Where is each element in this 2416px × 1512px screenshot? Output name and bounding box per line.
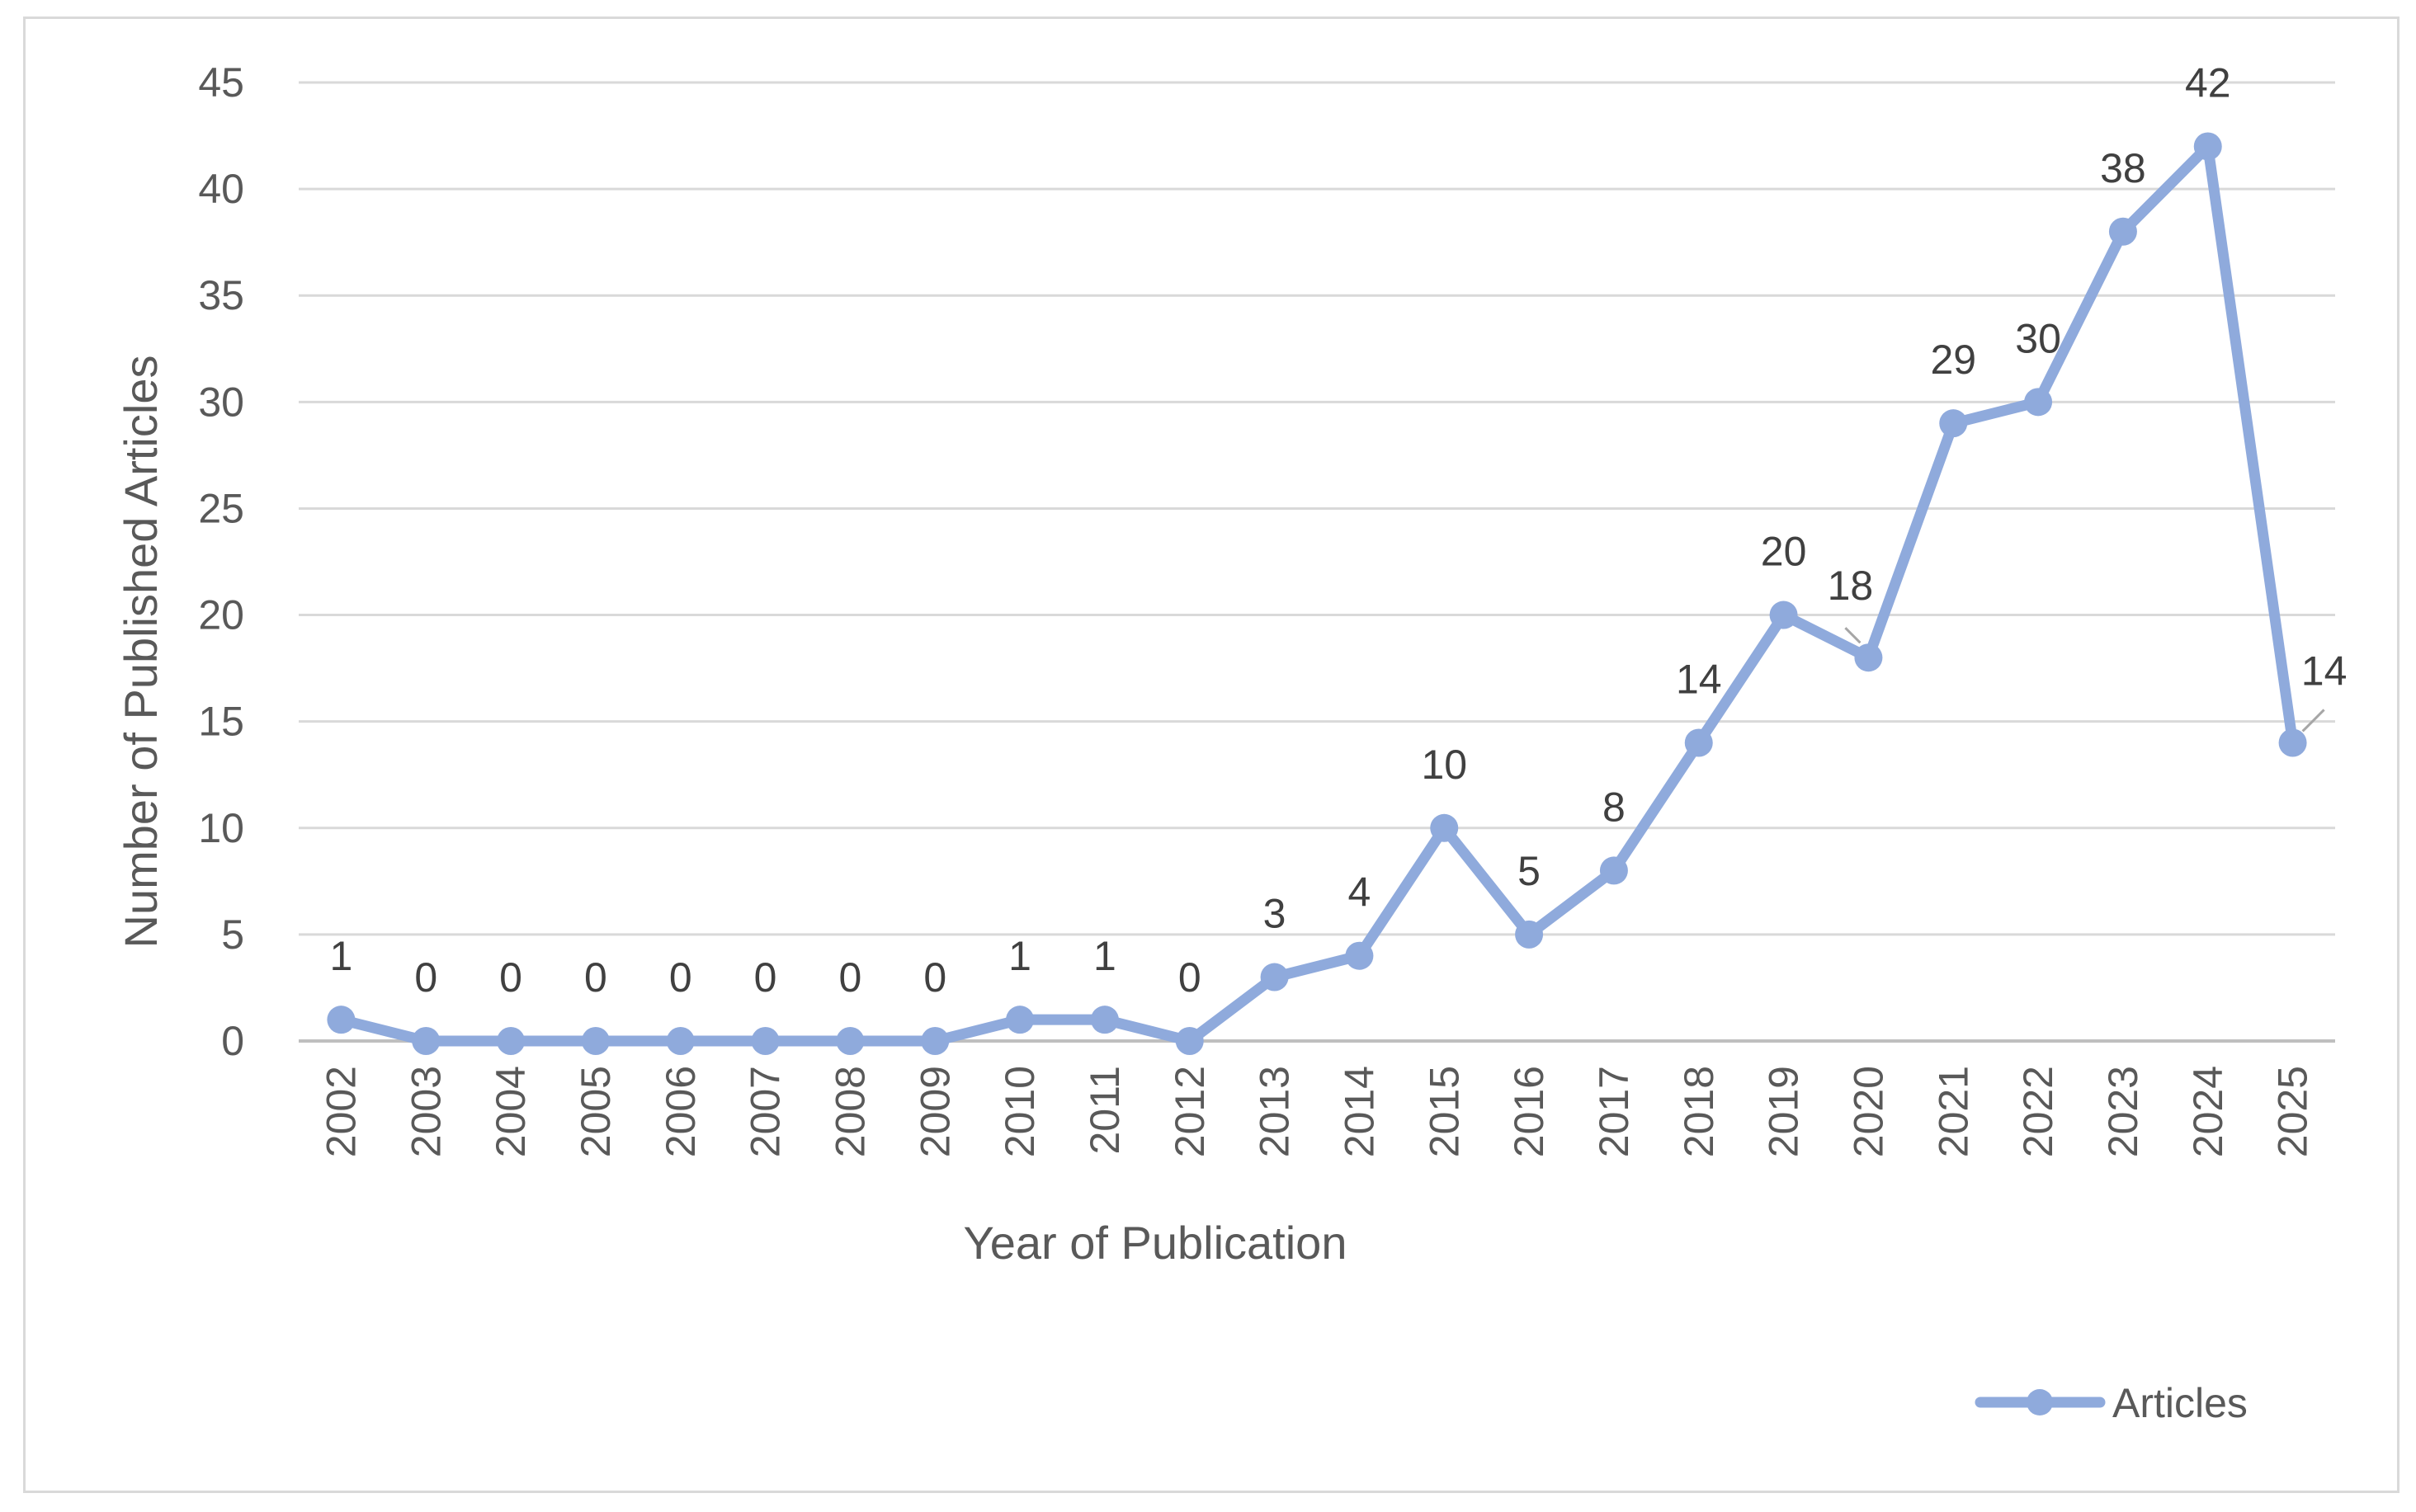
data-label-2012: 0: [1178, 954, 1201, 1001]
data-point-2005: [581, 1027, 610, 1055]
x-tick-label-2002: 2002: [318, 1066, 364, 1157]
x-tick-label-2025: 2025: [2270, 1066, 2316, 1157]
data-point-2003: [412, 1027, 441, 1055]
x-tick-label-2011: 2011: [1082, 1066, 1128, 1155]
data-point-2006: [666, 1027, 695, 1055]
data-label-2022: 30: [2015, 315, 2061, 361]
x-tick-label-2022: 2022: [2015, 1066, 2061, 1157]
y-axis-title: Number of Published Articles: [115, 355, 167, 948]
y-tick-label-45: 45: [198, 59, 244, 106]
y-tick-label-5: 5: [221, 911, 244, 958]
data-point-2014: [1345, 941, 1374, 970]
y-tick-label-40: 40: [198, 166, 244, 212]
x-tick-label-2008: 2008: [827, 1066, 873, 1157]
data-label-2025: 14: [2301, 648, 2348, 694]
x-tick-label-2009: 2009: [912, 1066, 958, 1157]
data-label-2024: 42: [2185, 59, 2231, 106]
data-point-2013: [1260, 963, 1289, 992]
data-point-2018: [1684, 728, 1713, 757]
data-label-2020: 18: [1828, 563, 1874, 609]
data-label-2006: 0: [669, 954, 692, 1001]
data-label-2002: 1: [330, 933, 353, 979]
legend-point-marker: [2027, 1389, 2053, 1415]
chart-frame: [23, 16, 2399, 1493]
data-point-2009: [921, 1027, 950, 1055]
x-tick-label-2021: 2021: [1930, 1066, 1976, 1157]
data-point-2002: [327, 1006, 356, 1034]
data-label-2003: 0: [414, 954, 437, 1001]
x-tick-label-2023: 2023: [2100, 1066, 2146, 1157]
data-label-2018: 14: [1676, 656, 1722, 702]
data-point-2008: [836, 1027, 865, 1055]
data-label-2009: 0: [923, 954, 946, 1001]
data-label-2005: 0: [584, 954, 607, 1001]
y-tick-label-0: 0: [221, 1018, 244, 1064]
x-tick-label-2019: 2019: [1761, 1066, 1807, 1157]
data-label-2023: 38: [2100, 145, 2146, 191]
series-line-articles: [335, 140, 2299, 1047]
data-label-2004: 0: [499, 954, 522, 1001]
data-point-2021: [1939, 409, 1968, 438]
legend-label-articles: Articles: [2112, 1380, 2248, 1426]
data-point-2012: [1175, 1027, 1204, 1055]
y-tick-label-35: 35: [198, 272, 244, 318]
x-axis-title: Year of Publication: [964, 1217, 1347, 1269]
x-tick-label-2007: 2007: [743, 1066, 789, 1157]
data-point-2023: [2108, 217, 2137, 246]
leader-line-2020: [1844, 627, 1862, 644]
data-point-2004: [497, 1027, 526, 1055]
y-tick-label-20: 20: [198, 592, 244, 638]
data-point-2010: [1006, 1006, 1035, 1034]
data-point-2024: [2193, 132, 2222, 161]
legend: Articles: [1975, 1380, 2248, 1426]
leader-line-2025: [2301, 709, 2325, 732]
x-tick-label-2018: 2018: [1676, 1066, 1722, 1157]
x-tick-label-2006: 2006: [658, 1066, 704, 1157]
data-point-2025: [2278, 728, 2307, 757]
x-tick-label-2015: 2015: [1421, 1066, 1467, 1157]
data-label-2019: 20: [1761, 529, 1807, 575]
x-tick-label-2005: 2005: [573, 1066, 619, 1157]
data-label-2010: 1: [1008, 933, 1031, 979]
data-label-2011: 1: [1093, 933, 1116, 979]
x-tick-label-2012: 2012: [1167, 1066, 1213, 1157]
x-tick-label-2024: 2024: [2185, 1066, 2231, 1157]
data-point-2016: [1515, 920, 1544, 949]
y-tick-label-15: 15: [198, 699, 244, 745]
y-axis-ticks: 0 5 10 15 20 25 30 35 40 45: [198, 59, 244, 1064]
data-point-2017: [1599, 856, 1628, 885]
y-tick-label-30: 30: [198, 379, 244, 425]
gridlines: [299, 81, 2335, 1043]
data-label-2008: 0: [839, 954, 862, 1001]
x-axis-ticks: 2002 2003 2004 2005 2006 2007 2008 2009 2010 2011…: [318, 1066, 2315, 1157]
data-point-2019: [1769, 601, 1798, 629]
data-label-2017: 8: [1602, 784, 1626, 830]
data-label-2016: 5: [1517, 848, 1541, 894]
data-label-2015: 10: [1421, 742, 1467, 788]
data-point-2020: [1854, 643, 1883, 672]
x-tick-label-2017: 2017: [1591, 1066, 1637, 1157]
x-tick-label-2014: 2014: [1336, 1066, 1382, 1157]
data-label-2007: 0: [754, 954, 777, 1001]
data-label-2014: 4: [1348, 869, 1371, 916]
x-tick-label-2020: 2020: [1845, 1066, 1891, 1157]
x-tick-label-2004: 2004: [488, 1066, 534, 1157]
data-point-2007: [751, 1027, 780, 1055]
data-point-2011: [1090, 1006, 1119, 1034]
data-label-2021: 29: [1930, 337, 1976, 383]
data-point-2015: [1430, 813, 1459, 842]
x-tick-label-2016: 2016: [1506, 1066, 1552, 1157]
data-point-2022: [2024, 388, 2053, 417]
x-tick-label-2003: 2003: [403, 1066, 449, 1157]
x-tick-label-2010: 2010: [997, 1066, 1043, 1157]
series-articles: [327, 132, 2307, 1055]
y-tick-label-10: 10: [198, 805, 244, 851]
x-tick-label-2013: 2013: [1252, 1066, 1298, 1157]
data-label-2013: 3: [1263, 891, 1286, 937]
y-tick-label-25: 25: [198, 485, 244, 531]
